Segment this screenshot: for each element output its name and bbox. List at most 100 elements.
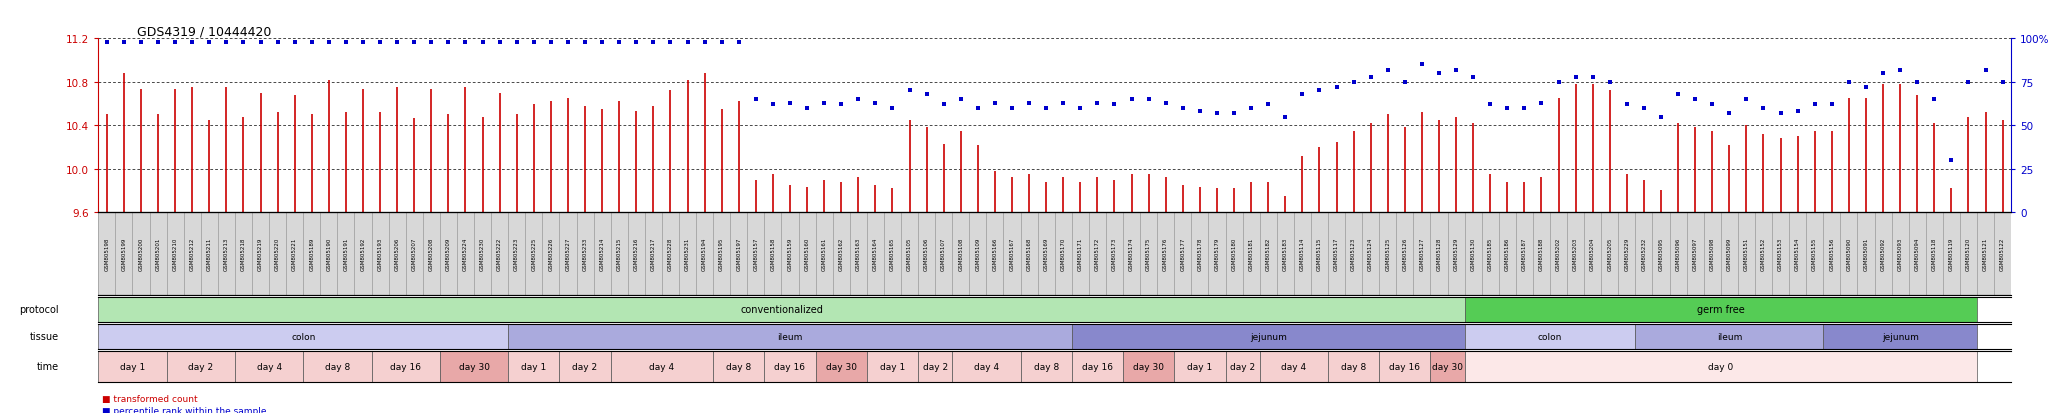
Point	[1645, 114, 1677, 121]
Point	[893, 88, 926, 95]
Text: day 1: day 1	[1188, 362, 1212, 371]
Text: GSM805223: GSM805223	[514, 237, 520, 271]
Point	[825, 102, 858, 109]
Bar	[1225, 351, 1260, 382]
Point	[909, 91, 942, 98]
Point	[467, 39, 500, 46]
Point	[1456, 74, 1489, 81]
Bar	[866, 351, 918, 382]
Text: GSM805192: GSM805192	[360, 237, 365, 271]
Text: GSM805091: GSM805091	[1864, 237, 1868, 271]
Text: GSM805175: GSM805175	[1147, 237, 1151, 271]
Point	[1782, 109, 1815, 115]
Point	[1542, 79, 1575, 86]
Text: GSM805190: GSM805190	[326, 237, 332, 271]
Text: day 2: day 2	[1231, 362, 1255, 371]
Point	[944, 97, 977, 103]
Point	[518, 39, 551, 46]
Text: day 30: day 30	[1133, 362, 1163, 371]
Point	[1372, 67, 1405, 74]
Point	[1884, 67, 1917, 74]
Text: GSM805156: GSM805156	[1829, 237, 1835, 271]
Bar	[918, 351, 952, 382]
Point	[1610, 102, 1642, 109]
Bar	[952, 351, 1020, 382]
Point	[141, 39, 174, 46]
Text: GSM805213: GSM805213	[223, 237, 229, 271]
Bar	[1464, 351, 1976, 382]
Bar	[1823, 324, 1976, 349]
Bar	[1122, 351, 1174, 382]
Point	[381, 39, 414, 46]
Text: day 4: day 4	[256, 362, 283, 371]
Text: day 1: day 1	[520, 362, 547, 371]
Point	[858, 100, 891, 107]
Text: GSM805114: GSM805114	[1300, 237, 1305, 271]
Text: GSM805232: GSM805232	[1640, 237, 1647, 271]
Text: GSM805127: GSM805127	[1419, 237, 1425, 271]
Point	[1047, 100, 1079, 107]
Point	[1712, 111, 1745, 117]
Point	[313, 39, 346, 46]
Point	[483, 39, 516, 46]
Text: GSM805202: GSM805202	[1556, 237, 1561, 271]
Text: GSM805167: GSM805167	[1010, 237, 1014, 271]
Text: day 4: day 4	[649, 362, 674, 371]
Text: GSM805126: GSM805126	[1403, 237, 1407, 271]
Text: GSM805186: GSM805186	[1505, 237, 1509, 271]
Text: GSM805098: GSM805098	[1710, 237, 1714, 271]
Text: GSM805092: GSM805092	[1880, 237, 1886, 271]
Point	[449, 39, 481, 46]
Text: GSM805093: GSM805093	[1898, 237, 1903, 271]
Text: GSM805117: GSM805117	[1333, 237, 1339, 271]
Point	[807, 100, 840, 107]
Text: GSM805170: GSM805170	[1061, 237, 1065, 271]
Text: GSM805194: GSM805194	[702, 237, 707, 271]
Text: GSM805195: GSM805195	[719, 237, 725, 271]
Text: day 1: day 1	[121, 362, 145, 371]
Point	[193, 39, 225, 46]
Point	[1149, 100, 1182, 107]
Point	[1849, 85, 1882, 91]
Point	[262, 39, 295, 46]
Text: GSM805178: GSM805178	[1198, 237, 1202, 271]
Bar	[508, 324, 1071, 349]
Point	[1696, 102, 1729, 109]
Bar	[98, 351, 166, 382]
Text: day 8: day 8	[1034, 362, 1059, 371]
Point	[1833, 79, 1866, 86]
Point	[244, 39, 276, 46]
Text: GSM805179: GSM805179	[1214, 237, 1219, 271]
Text: day 30: day 30	[459, 362, 489, 371]
Text: GSM805201: GSM805201	[156, 237, 160, 271]
Text: GSM805151: GSM805151	[1745, 237, 1749, 271]
Text: GSM805123: GSM805123	[1352, 237, 1356, 271]
Point	[688, 39, 721, 46]
Text: GSM805218: GSM805218	[242, 237, 246, 271]
Text: GSM805173: GSM805173	[1112, 237, 1116, 271]
Point	[109, 39, 141, 46]
Bar	[236, 351, 303, 382]
Text: GSM805233: GSM805233	[582, 237, 588, 271]
Text: GSM805210: GSM805210	[172, 237, 178, 271]
Bar	[1327, 351, 1378, 382]
Text: GSM805221: GSM805221	[293, 237, 297, 271]
Point	[1405, 62, 1438, 69]
Text: GSM805163: GSM805163	[856, 237, 860, 271]
Text: GSM805203: GSM805203	[1573, 237, 1579, 271]
Point	[90, 39, 123, 46]
Text: GSM805165: GSM805165	[891, 237, 895, 271]
Text: GSM805121: GSM805121	[1982, 237, 1989, 271]
Bar	[166, 351, 236, 382]
Text: GSM805205: GSM805205	[1608, 237, 1612, 271]
Text: GSM805153: GSM805153	[1778, 237, 1784, 271]
Bar	[508, 351, 559, 382]
Text: GSM805169: GSM805169	[1044, 237, 1049, 271]
Point	[1270, 114, 1303, 121]
Text: ileum: ileum	[778, 332, 803, 341]
Text: GSM805225: GSM805225	[530, 237, 537, 271]
Bar	[1071, 324, 1464, 349]
Text: GSM805211: GSM805211	[207, 237, 211, 271]
Bar	[98, 297, 1464, 322]
Point	[1968, 67, 2001, 74]
